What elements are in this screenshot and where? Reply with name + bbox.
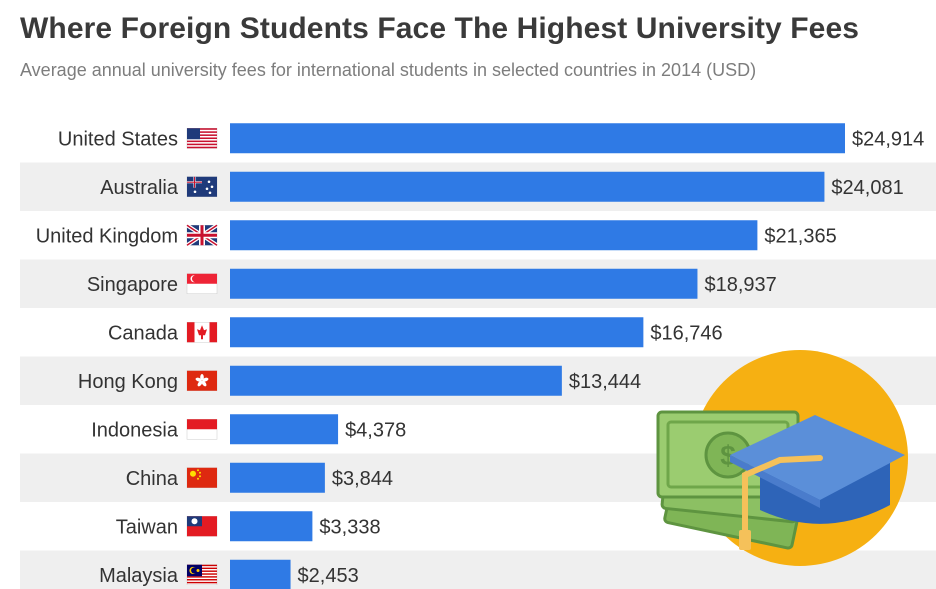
value-label: $24,914 [852, 128, 924, 150]
svg-text:$: $ [720, 440, 736, 471]
category-label: Indonesia [91, 419, 179, 441]
taiwan-flag-icon [186, 516, 218, 537]
value-label: $24,081 [831, 177, 903, 199]
value-label: $3,844 [332, 468, 393, 490]
value-label: $2,453 [298, 565, 359, 587]
bar [230, 171, 825, 202]
chart-title: Where Foreign Students Face The Highest … [20, 12, 860, 45]
singapore-flag-icon [186, 273, 218, 294]
us-flag-icon [186, 128, 218, 149]
bar [230, 317, 644, 348]
value-label: $16,746 [650, 322, 722, 344]
category-label: China [126, 468, 179, 490]
bar [230, 462, 325, 493]
bar [230, 268, 698, 299]
malaysia-flag-icon [186, 564, 218, 585]
graduation-cap-icon [730, 415, 905, 550]
value-label: $21,365 [764, 225, 836, 247]
bar [230, 123, 845, 154]
value-label: $18,937 [704, 274, 776, 296]
indonesia-flag-icon [186, 419, 218, 440]
category-label: United Kingdom [36, 225, 178, 247]
bar [230, 511, 313, 542]
category-label: Australia [100, 177, 179, 199]
canada-flag-icon [186, 322, 218, 343]
bar [230, 220, 758, 251]
chart-subtitle: Average annual university fees for inter… [20, 60, 757, 80]
category-label: Malaysia [99, 565, 179, 587]
value-label: $4,378 [345, 419, 406, 441]
china-flag-icon [186, 467, 218, 488]
category-label: Hong Kong [78, 371, 178, 393]
bar [230, 365, 562, 396]
value-label: $3,338 [319, 516, 380, 538]
uk-flag-icon [185, 223, 219, 247]
value-label: $13,444 [569, 371, 641, 393]
graduation-cap-and-money-icon: $ [656, 350, 908, 566]
australia-flag-icon [186, 176, 218, 197]
category-label: Taiwan [116, 516, 178, 538]
hong-kong-flag-icon [186, 370, 218, 391]
bar [230, 414, 339, 445]
category-label: Singapore [87, 274, 178, 296]
category-label: United States [58, 128, 178, 150]
category-label: Canada [108, 322, 179, 344]
bar [230, 559, 291, 589]
